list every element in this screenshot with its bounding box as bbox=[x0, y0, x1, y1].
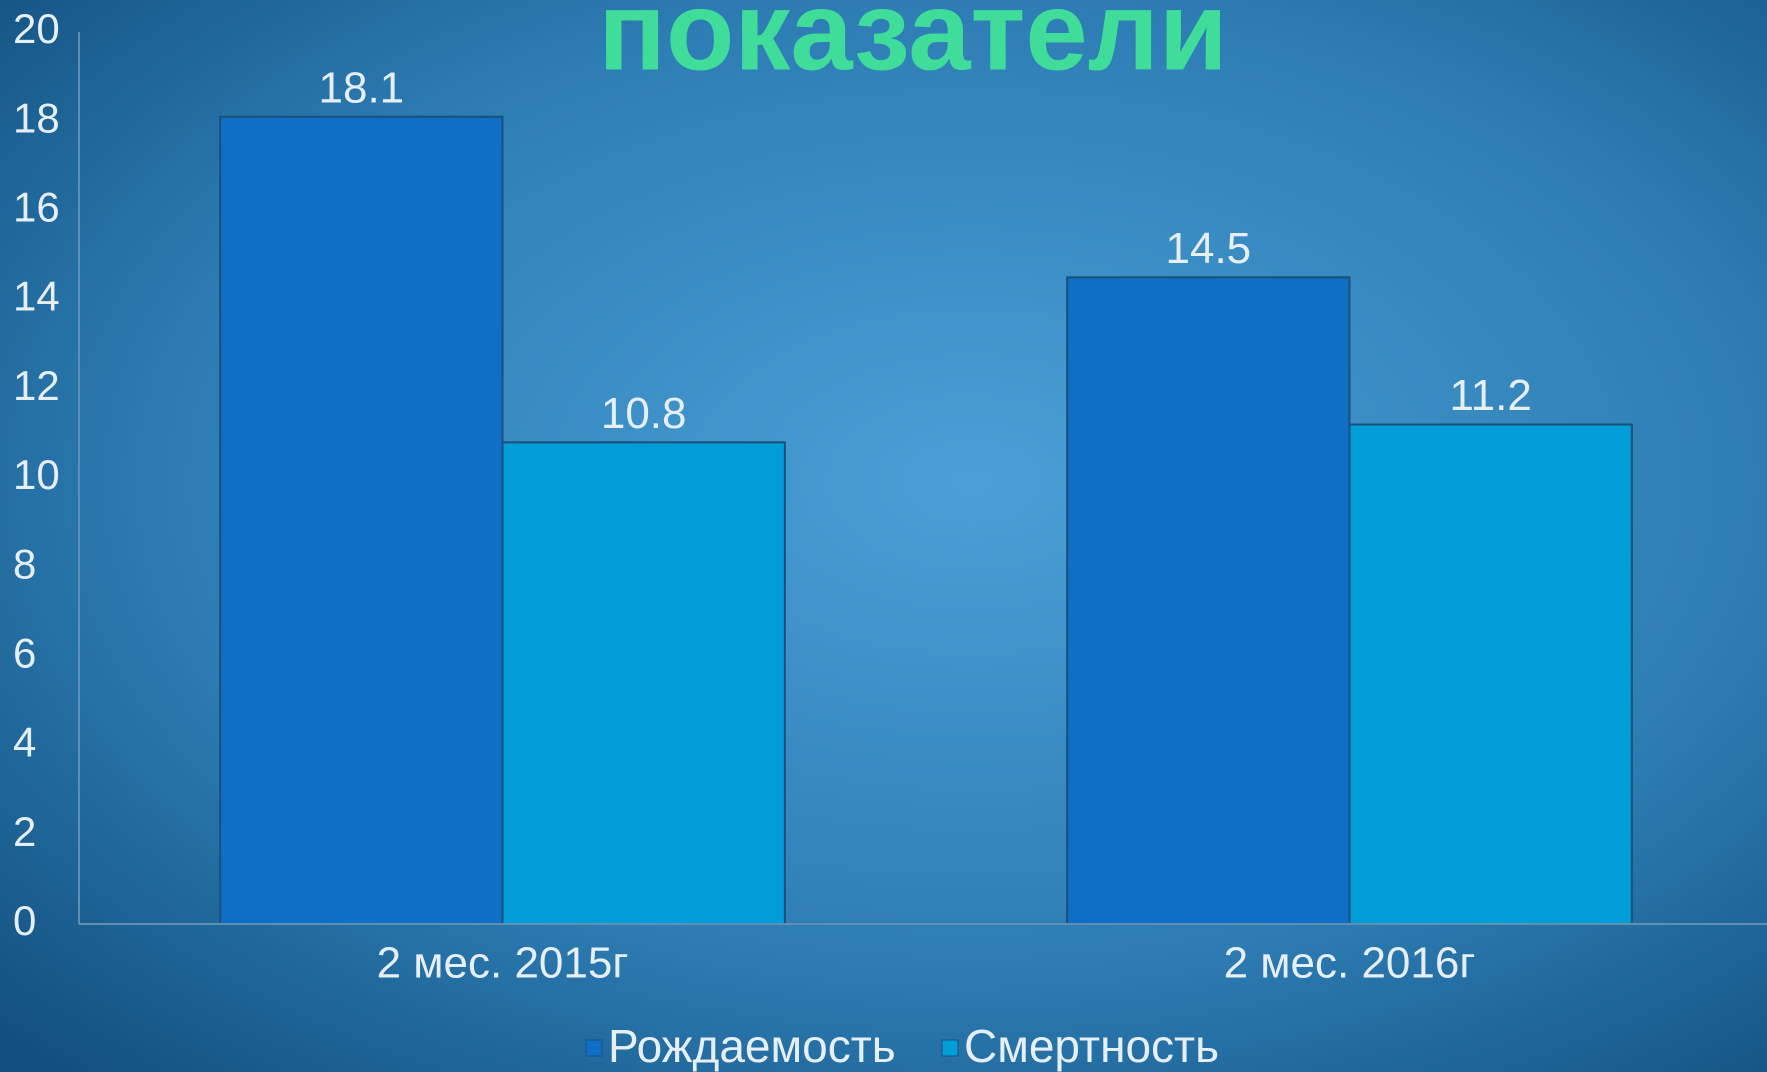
y-tick-label: 4 bbox=[13, 719, 36, 766]
legend-swatch bbox=[585, 1039, 603, 1057]
y-tick-label: 16 bbox=[13, 183, 60, 230]
x-tick-label: 2 мес. 2016г bbox=[1224, 939, 1476, 988]
y-tick-label: 12 bbox=[13, 362, 60, 409]
bar bbox=[1348, 423, 1633, 925]
y-tick-label: 0 bbox=[13, 897, 36, 944]
data-label: 14.5 bbox=[1166, 224, 1252, 273]
y-tick-label: 20 bbox=[13, 5, 60, 52]
bar bbox=[1066, 276, 1351, 925]
y-tick-label: 10 bbox=[13, 451, 60, 498]
legend-label: Смертность bbox=[964, 1020, 1219, 1072]
data-label: 11.2 bbox=[1449, 371, 1531, 420]
x-tick-label: 2 мес. 2015г bbox=[377, 939, 629, 988]
bar bbox=[219, 115, 504, 926]
legend-swatch bbox=[941, 1039, 959, 1057]
y-tick-label: 8 bbox=[13, 540, 36, 587]
data-label: 10.8 bbox=[601, 389, 687, 438]
bar bbox=[501, 441, 786, 925]
data-label: 18.1 bbox=[319, 63, 405, 112]
y-tick-label: 2 bbox=[13, 808, 36, 855]
y-tick-label: 14 bbox=[13, 273, 60, 320]
legend-label: Рождаемость bbox=[608, 1020, 896, 1072]
y-tick-label: 6 bbox=[13, 629, 36, 676]
y-tick-label: 18 bbox=[13, 94, 60, 141]
chart-title: показатели bbox=[598, 0, 1227, 94]
